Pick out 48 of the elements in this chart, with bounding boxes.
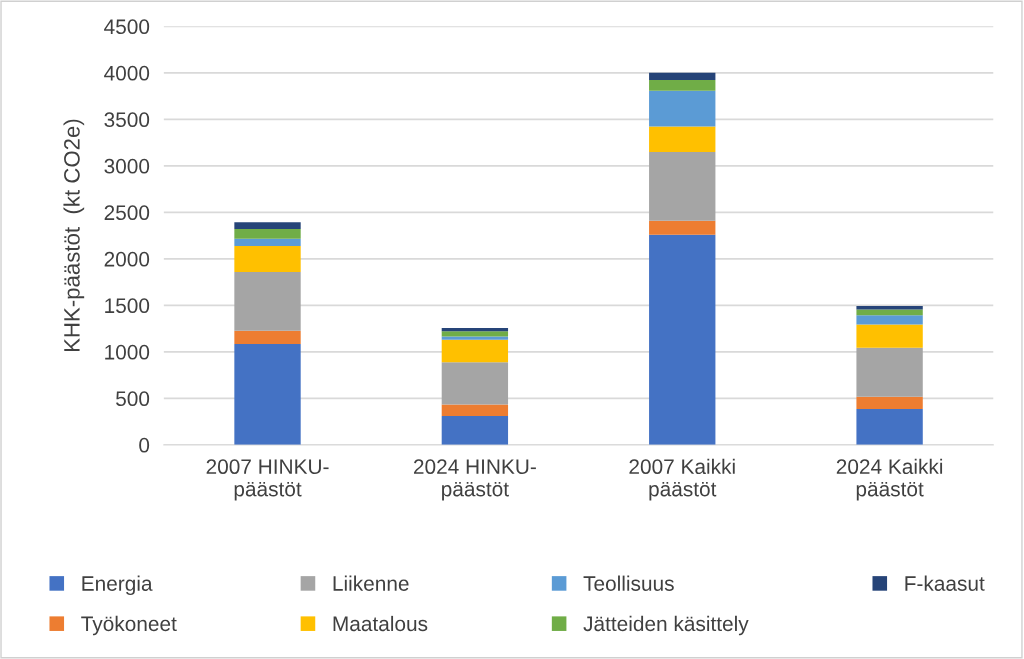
y-tick-label: 2500: [104, 205, 150, 221]
bar: [856, 324, 923, 348]
y-tick-label: 4500: [104, 19, 150, 35]
y-tick-label: 2000: [104, 251, 150, 267]
bar: [649, 234, 716, 445]
bar: [856, 396, 923, 410]
y-tick-label: 3500: [104, 112, 150, 128]
bar: [649, 72, 716, 80]
y-tick-label: 0: [139, 437, 150, 453]
y-axis-title: KHK-päästöt (kt CO2e): [63, 119, 85, 352]
y-tick-label: 1500: [105, 298, 150, 314]
bar: [234, 238, 301, 246]
bar: [441, 362, 509, 405]
bar: [234, 330, 301, 344]
y-tick-label: 1000: [105, 344, 150, 360]
bar: [649, 220, 716, 235]
bar: [234, 229, 301, 239]
x-tick-label: 2024 HINKU- päästöt: [413, 459, 536, 501]
bar: [441, 404, 509, 417]
y-tick-label: 3000: [104, 158, 150, 174]
bar: [441, 339, 509, 363]
bar: [441, 336, 509, 340]
legend-label: Maatalous: [333, 615, 428, 632]
bar: [234, 343, 301, 445]
bar: [649, 79, 716, 91]
bar: [649, 152, 716, 221]
x-tick-label: 2007 HINKU- päästöt: [206, 459, 329, 501]
legend-label: Työkoneet: [81, 615, 177, 636]
legend-label: Jätteiden käsittely: [583, 615, 749, 636]
bar: [649, 90, 716, 127]
bar: [856, 315, 923, 325]
legend-label: F-kaasut: [905, 575, 985, 591]
bar: [441, 331, 509, 337]
legend-label: Teollisuus: [583, 575, 674, 591]
bar: [234, 272, 301, 331]
bar: [856, 409, 923, 445]
y-tick-label: 500: [116, 391, 150, 407]
bar: [441, 416, 509, 445]
x-tick-label: 2007 Kaikki päästöt: [629, 458, 735, 501]
bar: [856, 347, 923, 397]
bar: [234, 222, 301, 230]
y-tick-label: 4000: [104, 65, 150, 81]
x-tick-label: 2024 Kaikki päästöt: [836, 458, 943, 501]
bar: [856, 306, 923, 310]
bar: [234, 245, 301, 273]
legend-label: Liikenne: [333, 575, 409, 591]
legend-label: Energia: [82, 575, 153, 596]
bar: [649, 126, 716, 153]
